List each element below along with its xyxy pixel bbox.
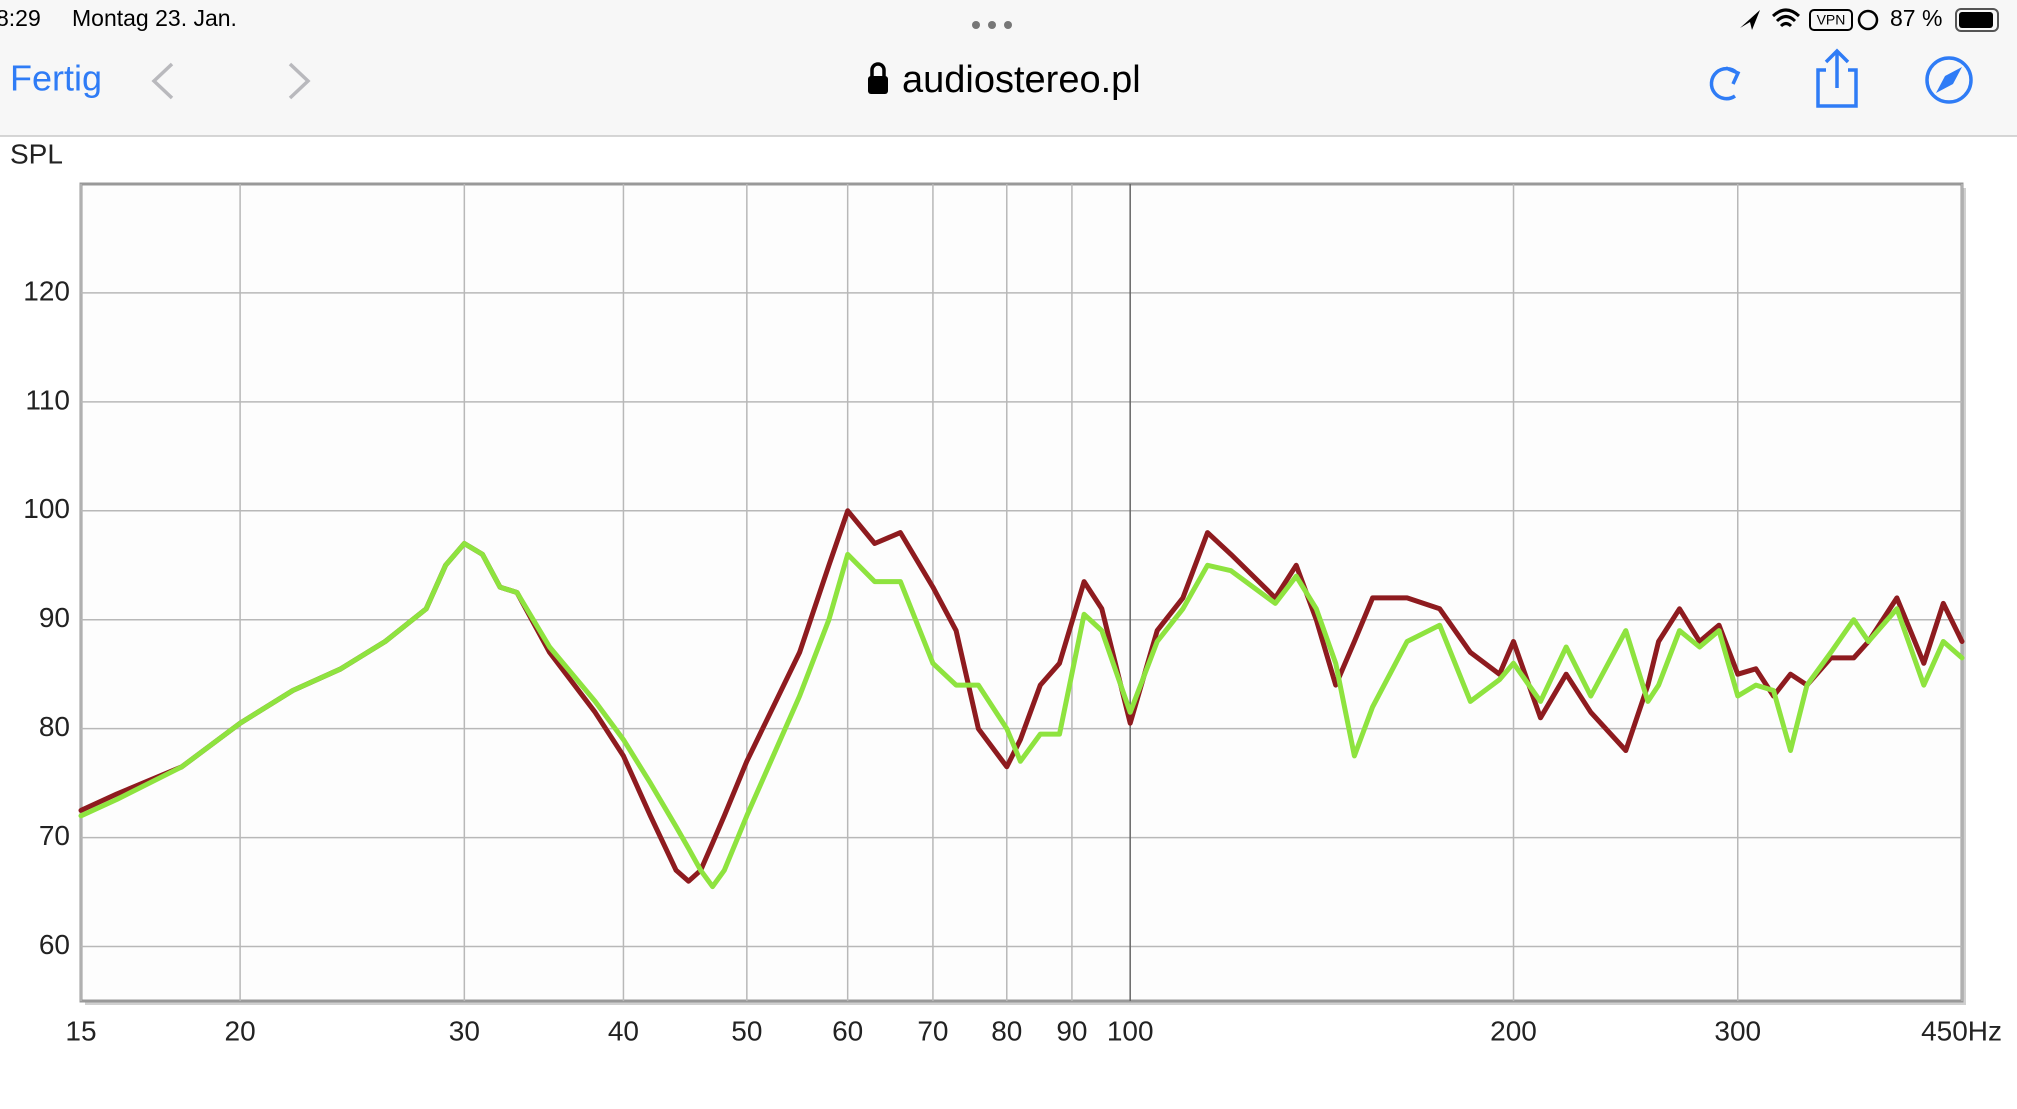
location-icon (1740, 10, 1760, 30)
url[interactable]: audiostereo.pl (902, 59, 1141, 101)
status-date: Montag 23. Jan. (72, 5, 237, 31)
done-button[interactable]: Fertig (10, 58, 102, 99)
y-tick-label: 100 (23, 493, 70, 524)
y-axis-label: SPL (10, 138, 63, 169)
forward-button[interactable] (288, 62, 311, 100)
wifi-icon (1771, 8, 1801, 28)
y-tick-label: 70 (39, 820, 70, 851)
series-line (78, 541, 1965, 890)
x-tick-label: 90 (1056, 1015, 1087, 1046)
share-button[interactable] (1816, 48, 1858, 108)
battery-level (1959, 12, 1993, 28)
status-time: 8:29 (0, 5, 41, 31)
x-tick-label: 50 (731, 1015, 762, 1046)
multitask-dots (972, 21, 1012, 29)
x-tick-label: 450Hz (1921, 1015, 2002, 1046)
reload-button[interactable] (1709, 66, 1741, 101)
y-tick-label: 120 (23, 275, 70, 306)
x-tick-label: 100 (1107, 1015, 1154, 1046)
battery-percent: 87 % (1890, 5, 1942, 31)
y-tick-label: 90 (39, 602, 70, 633)
rotation-lock-icon (1857, 9, 1879, 31)
plot-area (79, 182, 1964, 1003)
x-tick-label: 60 (832, 1015, 863, 1046)
x-tick-label: 200 (1490, 1015, 1537, 1046)
y-tick-label: 60 (39, 929, 70, 960)
x-tick-label: 70 (917, 1015, 948, 1046)
x-tick-label: 20 (225, 1015, 256, 1046)
battery-icon (1955, 8, 1999, 32)
chart: 60 70 80 90 100 110 120 15 20 30 40 50 60 70 80 90 100 20… (23, 184, 2002, 1046)
back-button[interactable] (151, 62, 174, 100)
x-tick-label: 30 (449, 1015, 480, 1046)
x-tick-label: 80 (991, 1015, 1022, 1046)
vpn-label: VPN (1817, 12, 1846, 28)
y-tick-label: 80 (39, 711, 70, 742)
y-tick-label: 110 (25, 384, 70, 415)
x-tick-label: 15 (65, 1015, 96, 1046)
lock-icon (868, 62, 888, 94)
x-tick-label: 300 (1714, 1015, 1761, 1046)
x-tick-label: 40 (608, 1015, 639, 1046)
vpn-badge (1809, 9, 1853, 31)
safari-button[interactable] (1925, 56, 1973, 104)
